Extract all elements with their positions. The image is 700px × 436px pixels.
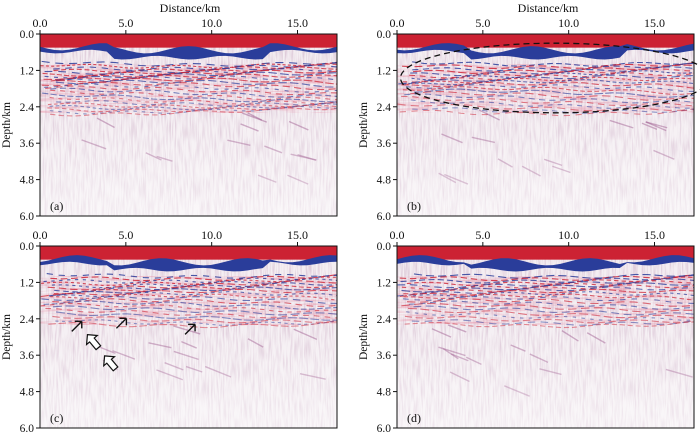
- dashed-ellipse: [399, 42, 700, 114]
- y-tick-label: 2.4: [20, 314, 35, 326]
- hollow-arrow: [103, 355, 119, 372]
- y-tick-label: 1.2: [377, 277, 392, 289]
- hollow-arrow: [85, 334, 102, 351]
- y-tick-label: 6.0: [20, 211, 35, 223]
- panel-3: 0.0 5.0 10.0 15.0 0.0 1.2 2.4 3.6 4.8 6.0 Depth/km…: [1, 228, 338, 435]
- y-tick-label: 0.0: [377, 241, 392, 253]
- x-tick-label: 15.0: [644, 228, 665, 242]
- y-tick-label: 4.8: [377, 387, 392, 399]
- panel-label: (c): [50, 411, 63, 425]
- x-tick-label: 5.0: [118, 16, 133, 30]
- seismic-image: [397, 246, 694, 428]
- y-tick-label: 1.2: [377, 65, 392, 77]
- panel-label: (d): [407, 411, 421, 425]
- y-tick-label: 4.8: [20, 175, 35, 187]
- x-tick-label: 10.0: [558, 228, 579, 242]
- line-arrow: [115, 317, 128, 329]
- panel-frame: [39, 245, 338, 429]
- top-axis-label: Distance/km: [160, 1, 221, 15]
- top-axis-label-right: Distance/km: [518, 1, 579, 15]
- x-tick-label: 15.0: [644, 16, 665, 30]
- seismic-image: [40, 246, 337, 428]
- x-tick-label: 0.0: [33, 16, 48, 30]
- y-tick-label: 0.0: [20, 29, 35, 41]
- y-tick-label: 6.0: [20, 423, 35, 435]
- y-tick-label: 6.0: [377, 211, 392, 223]
- panel-1: 0.0 5.0 10.0 15.0 0.0 1.2 2.4 3.6 4.8 6.0 Depth/km…: [1, 16, 338, 223]
- panel-frame: [396, 33, 695, 217]
- y-axis-label: Depth/km: [1, 314, 13, 360]
- line-arrow: [71, 320, 83, 332]
- x-tick-label: 0.0: [390, 228, 405, 242]
- y-tick-label: 3.6: [20, 350, 35, 362]
- panels: 0.0 5.0 10.0 15.0 0.0 1.2 2.4 3.6 4.8 6.0 Depth/km…: [1, 16, 700, 435]
- y-tick-label: 2.4: [20, 102, 35, 114]
- y-axis-label: Depth/km: [1, 102, 13, 148]
- x-tick-label: 5.0: [475, 228, 490, 242]
- x-tick-label: 15.0: [287, 228, 308, 242]
- y-tick-label: 3.6: [20, 138, 35, 150]
- seismic-image: [40, 34, 337, 216]
- x-tick-label: 5.0: [475, 16, 490, 30]
- panel-frame: [396, 245, 695, 429]
- y-tick-label: 2.4: [377, 314, 392, 326]
- y-tick-label: 3.6: [377, 350, 392, 362]
- panel-label: (a): [50, 199, 63, 213]
- x-tick-label: 0.0: [33, 228, 48, 242]
- y-tick-label: 4.8: [377, 175, 392, 187]
- y-tick-label: 1.2: [20, 65, 35, 77]
- y-tick-label: 3.6: [377, 138, 392, 150]
- y-tick-label: 4.8: [20, 387, 35, 399]
- y-tick-label: 1.2: [20, 277, 35, 289]
- y-tick-label: 0.0: [377, 29, 392, 41]
- panel-4: 0.0 5.0 10.0 15.0 0.0 1.2 2.4 3.6 4.8 6.0 Depth/km…: [358, 228, 695, 435]
- panel-2: 0.0 5.0 10.0 15.0 0.0 1.2 2.4 3.6 4.8 6.0 Depth/km…: [358, 16, 700, 223]
- x-tick-label: 5.0: [118, 228, 133, 242]
- x-tick-label: 10.0: [201, 228, 222, 242]
- y-axis-label: Depth/km: [358, 102, 370, 148]
- panel-frame: [39, 33, 338, 217]
- x-tick-label: 0.0: [390, 16, 405, 30]
- x-tick-label: 10.0: [558, 16, 579, 30]
- x-tick-label: 10.0: [201, 16, 222, 30]
- line-arrow: [184, 323, 196, 335]
- panel-label: (b): [407, 199, 421, 213]
- y-axis-label: Depth/km: [358, 314, 370, 360]
- y-tick-label: 2.4: [377, 102, 392, 114]
- x-tick-label: 15.0: [287, 16, 308, 30]
- y-tick-label: 6.0: [377, 423, 392, 435]
- seismic-image: [397, 34, 694, 216]
- y-tick-label: 0.0: [20, 241, 35, 253]
